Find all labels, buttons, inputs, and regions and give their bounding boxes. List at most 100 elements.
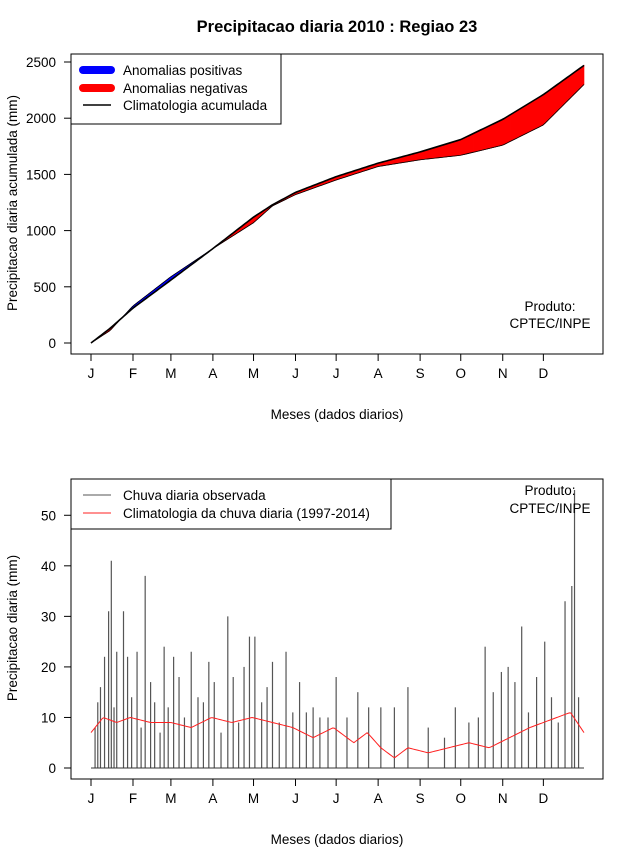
legend-label-climatology: Climatologia acumulada <box>123 98 268 113</box>
top-x-tick-label: S <box>416 366 425 381</box>
negative-anomaly-segment <box>499 119 503 147</box>
negative-anomaly-segment <box>509 113 513 143</box>
negative-anomaly-segment <box>526 103 529 134</box>
bottom-y-tick-label: 50 <box>41 508 56 523</box>
negative-anomaly-segment <box>437 145 441 159</box>
negative-anomaly-segment <box>515 109 519 139</box>
top-x-tick-label: N <box>498 366 508 381</box>
negative-anomaly-segment <box>507 114 511 144</box>
bottom-y-tick-label: 30 <box>41 609 56 624</box>
top-y-axis-label: Precipitacao diaria acumulada (mm) <box>5 95 20 311</box>
negative-anomaly-segment <box>550 86 554 118</box>
negative-anomaly-segment <box>439 144 443 158</box>
negative-anomaly-segment <box>427 148 431 160</box>
negative-anomaly-segment <box>530 100 533 132</box>
negative-anomaly-segment <box>448 142 451 157</box>
negative-anomaly-segment <box>452 141 455 157</box>
bottom-x-tick-label: M <box>165 791 176 806</box>
top-y-tick-label: 1500 <box>26 167 56 182</box>
negative-anomaly-segment <box>450 141 453 157</box>
negative-anomaly-segment <box>480 128 484 151</box>
bottom-y-tick-label: 0 <box>48 761 56 776</box>
bottom-x-tick-label: J <box>333 791 340 806</box>
top-x-tick-label: F <box>129 366 137 381</box>
bottom-product-source: CPTEC/INPE <box>509 501 590 516</box>
climatology-cumulative-line <box>90 64 585 344</box>
negative-anomaly-segment <box>478 129 482 152</box>
negative-anomaly-segment <box>472 132 476 153</box>
top-x-tick-label: D <box>538 366 548 381</box>
negative-anomaly-segment <box>446 142 449 158</box>
bottom-x-tick-label: F <box>129 791 137 806</box>
legend-label-negative: Anomalias negativas <box>123 81 248 96</box>
top-x-tick-label: M <box>248 366 259 381</box>
top-x-tick-label: A <box>208 366 217 381</box>
negative-anomaly-segment <box>431 147 435 159</box>
bottom-x-tick-label: M <box>248 791 259 806</box>
negative-anomaly-segment <box>573 70 577 96</box>
bottom-x-tick-label: O <box>455 791 466 806</box>
negative-anomaly-segment <box>520 106 523 137</box>
negative-anomaly-segment <box>511 111 515 141</box>
negative-anomaly-segment <box>561 79 564 108</box>
chart-title: Precipitacao diaria 2010 : Regiao 23 <box>197 18 478 36</box>
bottom-y-axis-label: Precipitacao diaria (mm) <box>5 555 20 701</box>
top-x-tick-label: O <box>455 366 466 381</box>
top-y-tick-label: 1000 <box>26 224 56 239</box>
negative-anomaly-segment <box>554 83 558 114</box>
daily-observed-bars <box>91 490 584 769</box>
negative-anomaly-segment <box>540 94 544 127</box>
top-x-axis-label: Meses (dados diarios) <box>271 407 404 422</box>
top-y-tick-label: 0 <box>48 336 56 351</box>
negative-anomaly-segment <box>548 88 552 120</box>
negative-anomaly-segment <box>466 135 470 155</box>
top-x-tick-label: M <box>165 366 176 381</box>
top-legend: Anomalias positivas Anomalias negativas … <box>70 53 282 125</box>
negative-anomaly-segment <box>444 143 447 158</box>
negative-anomaly-segment <box>485 126 488 150</box>
bottom-legend-box <box>70 478 392 530</box>
negative-anomaly-segment <box>464 136 468 155</box>
negative-anomaly-segment <box>542 92 546 126</box>
negative-anomaly-segment <box>567 75 570 102</box>
negative-anomaly-segment <box>522 105 525 136</box>
negative-anomaly-segment <box>528 101 531 133</box>
negative-anomaly-segment <box>429 147 433 160</box>
negative-anomaly-segment <box>458 139 462 156</box>
bottom-x-tick-label: D <box>538 791 548 806</box>
negative-anomaly-segment <box>532 99 536 131</box>
negative-anomaly-segment <box>487 125 490 150</box>
negative-anomaly-segment <box>493 122 496 148</box>
negative-anomaly-segment <box>579 66 583 90</box>
negative-anomaly-segment <box>513 110 517 140</box>
negative-anomaly-segment <box>517 108 521 138</box>
negative-anomaly-segment <box>571 72 575 98</box>
negative-anomaly-segment <box>435 146 439 159</box>
daily-climatology-line <box>90 712 585 758</box>
negative-anomaly-segment <box>425 149 429 160</box>
negative-anomaly-segment <box>483 127 486 151</box>
negative-anomaly-segment <box>569 73 572 100</box>
negative-anomaly-segment <box>559 81 562 110</box>
negative-anomaly-segment <box>505 115 509 145</box>
legend-label-observed: Chuva diaria observada <box>123 488 266 503</box>
top-anomaly-fills <box>90 64 585 344</box>
observed-cumulative-line <box>90 84 585 344</box>
negative-anomaly-segment <box>556 82 560 112</box>
top-product-label: Produto: <box>524 299 575 314</box>
negative-anomaly-segment <box>423 149 427 160</box>
bottom-product-label: Produto: <box>524 483 575 498</box>
negative-anomaly-segment <box>470 133 474 154</box>
legend-label-positive: Anomalias positivas <box>123 63 243 78</box>
negative-anomaly-segment <box>575 69 579 94</box>
bottom-x-tick-label: S <box>416 791 425 806</box>
negative-anomaly-segment <box>503 116 507 146</box>
negative-anomaly-segment <box>544 91 548 125</box>
negative-anomaly-segment <box>454 140 457 157</box>
negative-anomaly-segment <box>433 146 437 159</box>
negative-anomaly-segment <box>552 85 556 116</box>
negative-anomaly-segment <box>468 134 472 154</box>
